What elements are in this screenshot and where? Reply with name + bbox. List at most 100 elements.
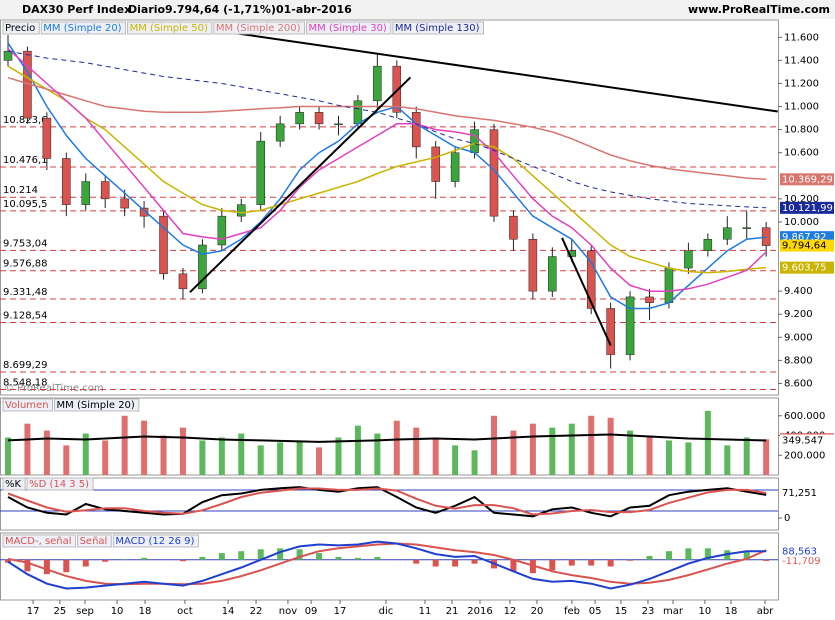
candle-body	[275, 123, 285, 142]
y-tick-label: 9.400	[784, 286, 813, 297]
legend-entry: MM (Simple 20)	[57, 400, 135, 411]
legend-entry: Precio	[5, 23, 35, 34]
site: www.ProRealTime.com	[688, 3, 830, 16]
legend-box	[2, 398, 54, 412]
legend-box	[2, 534, 77, 548]
candle-body	[664, 267, 674, 303]
x-tick-label: 14	[222, 606, 235, 617]
x-tick-label: 12	[504, 606, 517, 617]
histogram-bar	[238, 551, 245, 560]
candle-body	[373, 65, 382, 102]
period: Diario	[128, 3, 166, 16]
value-label-box	[780, 201, 834, 214]
x-tick-label: 18	[139, 606, 152, 617]
value-label-box	[780, 487, 834, 500]
value-label: 10.121,99	[782, 203, 833, 214]
value-label: 10.369,29	[782, 174, 833, 185]
y-tick-label: 200.000	[784, 450, 825, 461]
histogram-bar	[432, 559, 439, 567]
value-label-box	[780, 261, 834, 274]
volume-bar	[763, 439, 770, 475]
value-label: 9.794,64	[782, 241, 827, 252]
candle-body	[81, 181, 91, 205]
level-label: 10.095,5	[3, 199, 48, 210]
volume-bar	[277, 442, 284, 475]
volume-bar	[296, 440, 303, 475]
ma-line	[7, 50, 767, 209]
histogram-bar	[63, 559, 70, 573]
histogram-bar	[179, 559, 186, 562]
y-tick-label: 9.000	[784, 332, 813, 343]
candle-body	[606, 308, 615, 355]
histogram-bar	[743, 552, 750, 560]
candle-body	[178, 273, 188, 290]
trend-line	[561, 237, 612, 346]
volume-bar	[704, 410, 711, 475]
x-tick-label: 09	[305, 606, 318, 617]
last-price: 9.794,64 (-1,71%)	[165, 3, 276, 16]
y-tick-label: 8.800	[784, 355, 813, 366]
histogram-bar	[568, 559, 575, 566]
legend-entry: MACD-, señal	[5, 536, 72, 547]
volume-bar	[24, 423, 31, 475]
histogram-bar	[102, 559, 109, 562]
legend-box	[213, 21, 306, 35]
y-tick-label: 600.000	[784, 411, 825, 422]
volume-bar	[238, 433, 245, 475]
x-tick-label: 18	[725, 606, 738, 617]
candle-body	[100, 181, 110, 200]
value-label-box	[780, 554, 834, 567]
volume-bar	[316, 447, 323, 475]
oscillator-line	[7, 487, 767, 516]
legend-box	[392, 21, 484, 35]
legend-box	[54, 398, 140, 412]
volume-bar	[471, 450, 478, 475]
x-tick-label: 05	[589, 606, 602, 617]
histogram-bar	[704, 548, 711, 560]
level-label: 10.476,1	[3, 155, 48, 166]
x-tick-label: 23	[642, 606, 655, 617]
macd-line	[7, 542, 767, 586]
volume-bar	[179, 427, 186, 475]
histogram-bar	[452, 559, 459, 567]
x-tick-label: 17	[27, 606, 40, 617]
histogram-bar	[43, 559, 50, 575]
volume-bar	[199, 440, 206, 475]
legend-box	[77, 534, 112, 548]
y-tick-label: 10.600	[784, 148, 819, 159]
volume-bar	[627, 430, 634, 475]
volume-bar	[354, 425, 361, 475]
volume-bar	[568, 423, 575, 475]
legend-entry: MM (Simple 130)	[395, 23, 480, 34]
candle-body	[625, 296, 635, 355]
candle-body	[450, 152, 460, 182]
value-label-box	[780, 545, 834, 558]
y-tick-label: 9.200	[784, 309, 813, 320]
value-label: 349.547	[782, 435, 823, 446]
histogram-bar	[685, 548, 692, 560]
legend-box	[112, 534, 199, 548]
histogram-bar	[354, 557, 361, 560]
x-tick-label: 15	[615, 606, 628, 617]
legend-entry: %K	[5, 479, 22, 490]
legend-entry: Volumen	[5, 400, 49, 411]
level-label: 10.214	[3, 185, 38, 196]
x-tick-label: nov	[279, 606, 297, 617]
x-tick-label: 10	[111, 606, 124, 617]
level-label: 8.699,29	[3, 360, 48, 371]
level-label: 8.548,18	[3, 377, 48, 388]
volume-bar	[393, 420, 400, 475]
oscillator-line	[7, 486, 767, 518]
panel-border	[0, 19, 779, 396]
volume-bar	[63, 445, 70, 475]
candle-body	[159, 215, 168, 275]
ma-line	[7, 42, 767, 310]
volume-bar	[665, 440, 672, 475]
x-tick-label: 20	[531, 606, 544, 617]
date: 01-abr-2016	[276, 3, 352, 16]
watermark: © ProRealTime.com	[4, 383, 104, 394]
value-label-box	[780, 173, 834, 186]
x-tick-label: 11	[419, 606, 432, 617]
volume-bar	[432, 437, 439, 475]
candle-body	[256, 140, 265, 205]
